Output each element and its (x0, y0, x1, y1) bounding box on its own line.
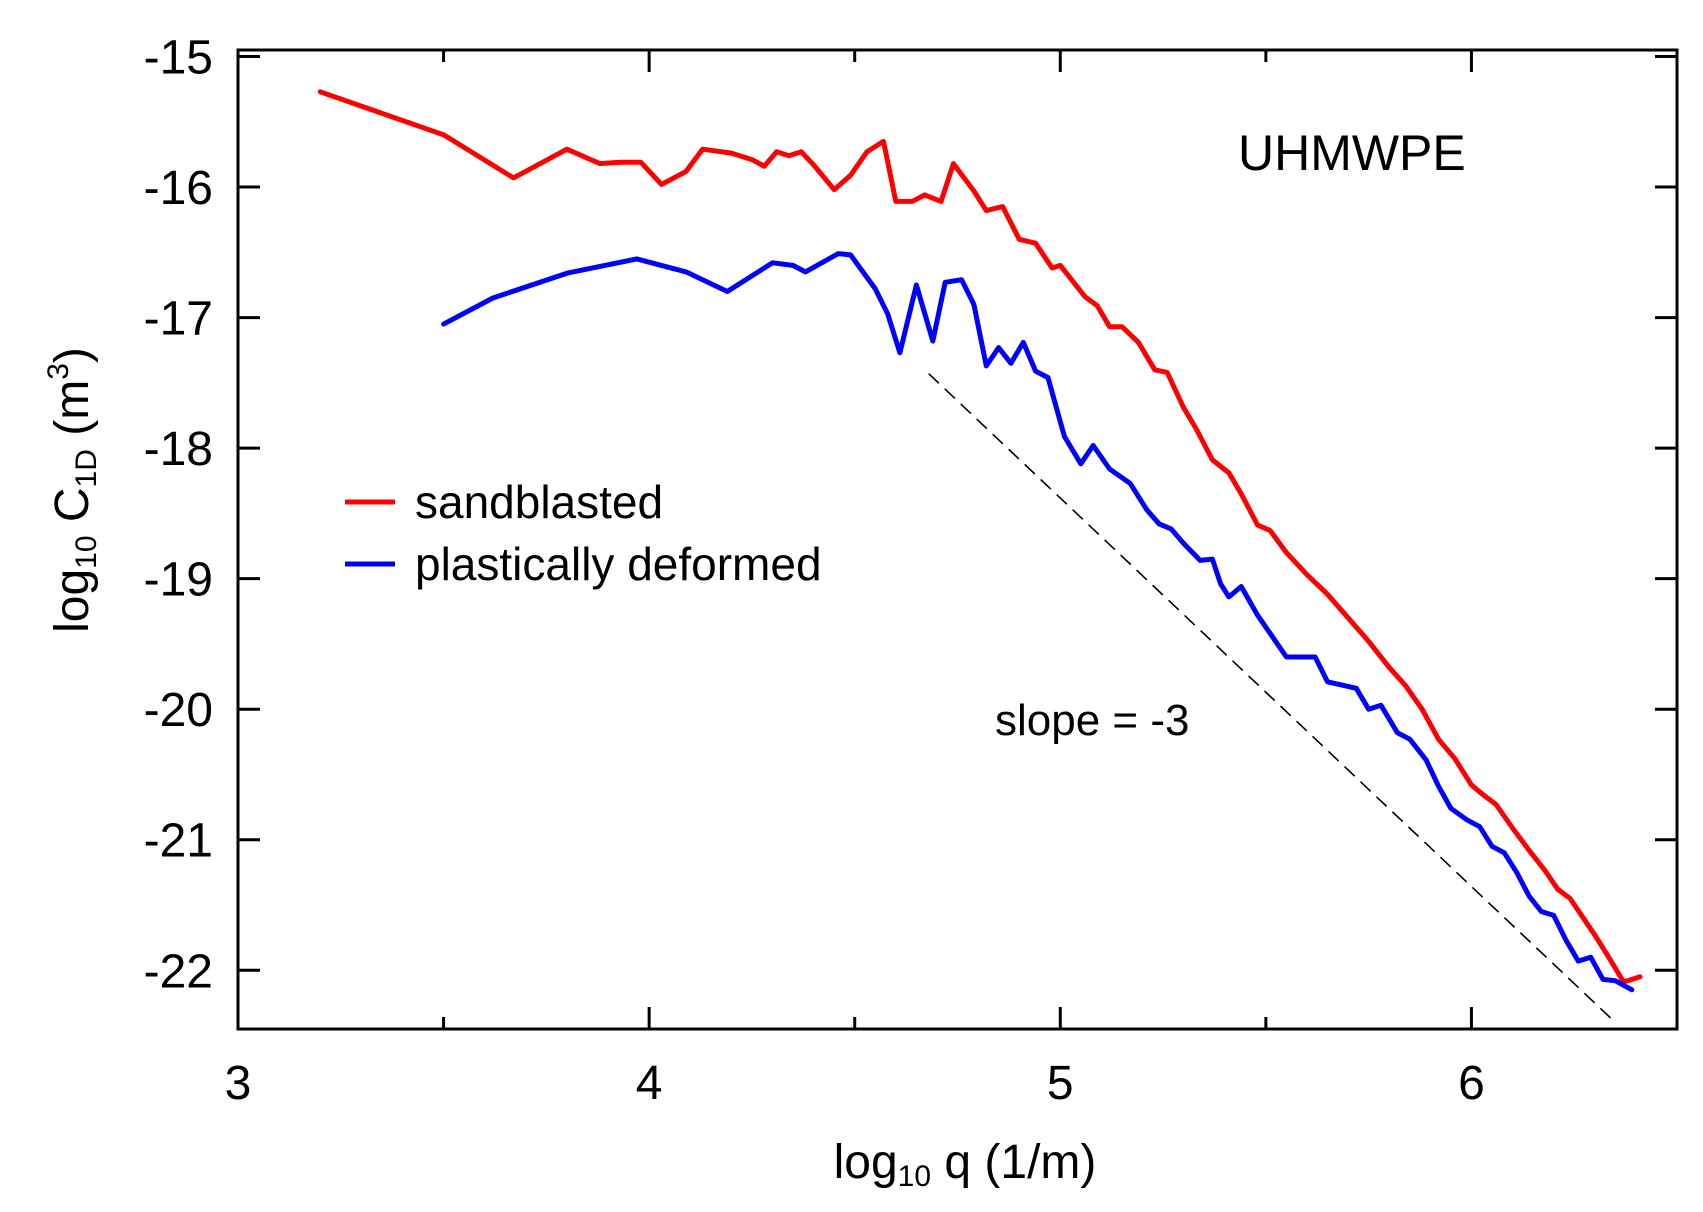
x-tick-label: 5 (1047, 1057, 1074, 1110)
y-tick-label: -18 (144, 423, 213, 476)
x-tick-label: 3 (225, 1057, 252, 1110)
plot-frame (236, 48, 1679, 1031)
y-axis-title-subscript-1d: 1D (70, 449, 103, 487)
legend-label-plastically-deformed: plastically deformed (415, 538, 822, 590)
slope-reference-line (928, 373, 1612, 1020)
y-tick-label: -19 (144, 554, 213, 607)
y-axis-title-subscript: 10 (70, 535, 103, 568)
y-axis-title-end: ) (46, 347, 99, 363)
y-axis-title-superscript: 3 (42, 363, 75, 380)
y-axis-title-unit: (m (46, 380, 99, 449)
y-tick-label: -15 (144, 32, 213, 85)
axis-ticks (236, 50, 1679, 1029)
chart-title: UHMWPE (1238, 125, 1466, 181)
x-tick-label: 4 (636, 1057, 663, 1110)
legend-label-sandblasted: sandblasted (415, 476, 663, 528)
series-line-sandblasted (317, 89, 1643, 985)
y-tick-label: -17 (144, 293, 213, 346)
y-tick-label: -21 (144, 815, 213, 868)
axis-tick-labels: 3 4 5 6 -15 -16 -17 -18 -19 -20 -21 -22 (144, 32, 1485, 1110)
y-tick-label: -20 (144, 684, 213, 737)
y-tick-label: -22 (144, 945, 213, 998)
y-axis-title-log: log (46, 569, 99, 633)
legend: sandblasted plastically deformed (345, 476, 822, 590)
slope-annotation: slope = -3 (995, 696, 1189, 745)
x-axis-title-log: log (834, 1136, 898, 1189)
series-group (317, 89, 1643, 993)
x-axis-title: log10 q (1/m) (834, 1136, 1097, 1193)
y-axis-title: log10 C1D (m3) (42, 347, 103, 633)
x-axis-title-rest: q (1/m) (931, 1136, 1096, 1189)
x-axis-title-subscript: 10 (898, 1160, 931, 1193)
y-axis-title-c: C (46, 487, 99, 535)
y-tick-label: -16 (144, 162, 213, 215)
x-tick-label: 6 (1458, 1057, 1485, 1110)
series-line-plastically-deformed (441, 251, 1635, 993)
